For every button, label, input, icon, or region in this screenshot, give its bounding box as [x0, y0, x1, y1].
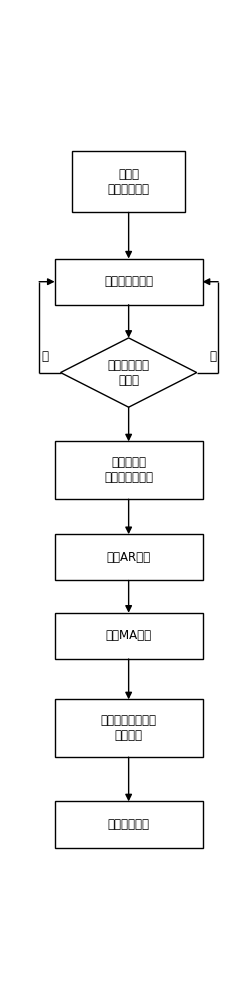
- Text: 计算AR系数: 计算AR系数: [106, 551, 150, 564]
- Text: 计算MA系数: 计算MA系数: [105, 629, 151, 642]
- Bar: [54, 699, 202, 757]
- Bar: [72, 151, 184, 212]
- Text: 更新数据窗口: 更新数据窗口: [107, 818, 149, 831]
- Text: 是: 是: [208, 350, 215, 363]
- Text: 否: 否: [41, 350, 48, 363]
- Bar: [54, 801, 202, 848]
- Text: 初始化
辨识算法参数: 初始化 辨识算法参数: [107, 168, 149, 196]
- Text: 获取微扰动数据: 获取微扰动数据: [104, 275, 152, 288]
- Bar: [54, 613, 202, 659]
- Bar: [54, 534, 202, 580]
- Text: 计算振荡模式频率
和阻尼比: 计算振荡模式频率 和阻尼比: [100, 714, 156, 742]
- Text: 分析数据窗是
否已满: 分析数据窗是 否已满: [107, 359, 149, 387]
- Text: 数据预处理
降采样率去均值: 数据预处理 降采样率去均值: [104, 456, 152, 484]
- Bar: [54, 259, 202, 305]
- Bar: [54, 441, 202, 499]
- Polygon shape: [60, 338, 196, 407]
